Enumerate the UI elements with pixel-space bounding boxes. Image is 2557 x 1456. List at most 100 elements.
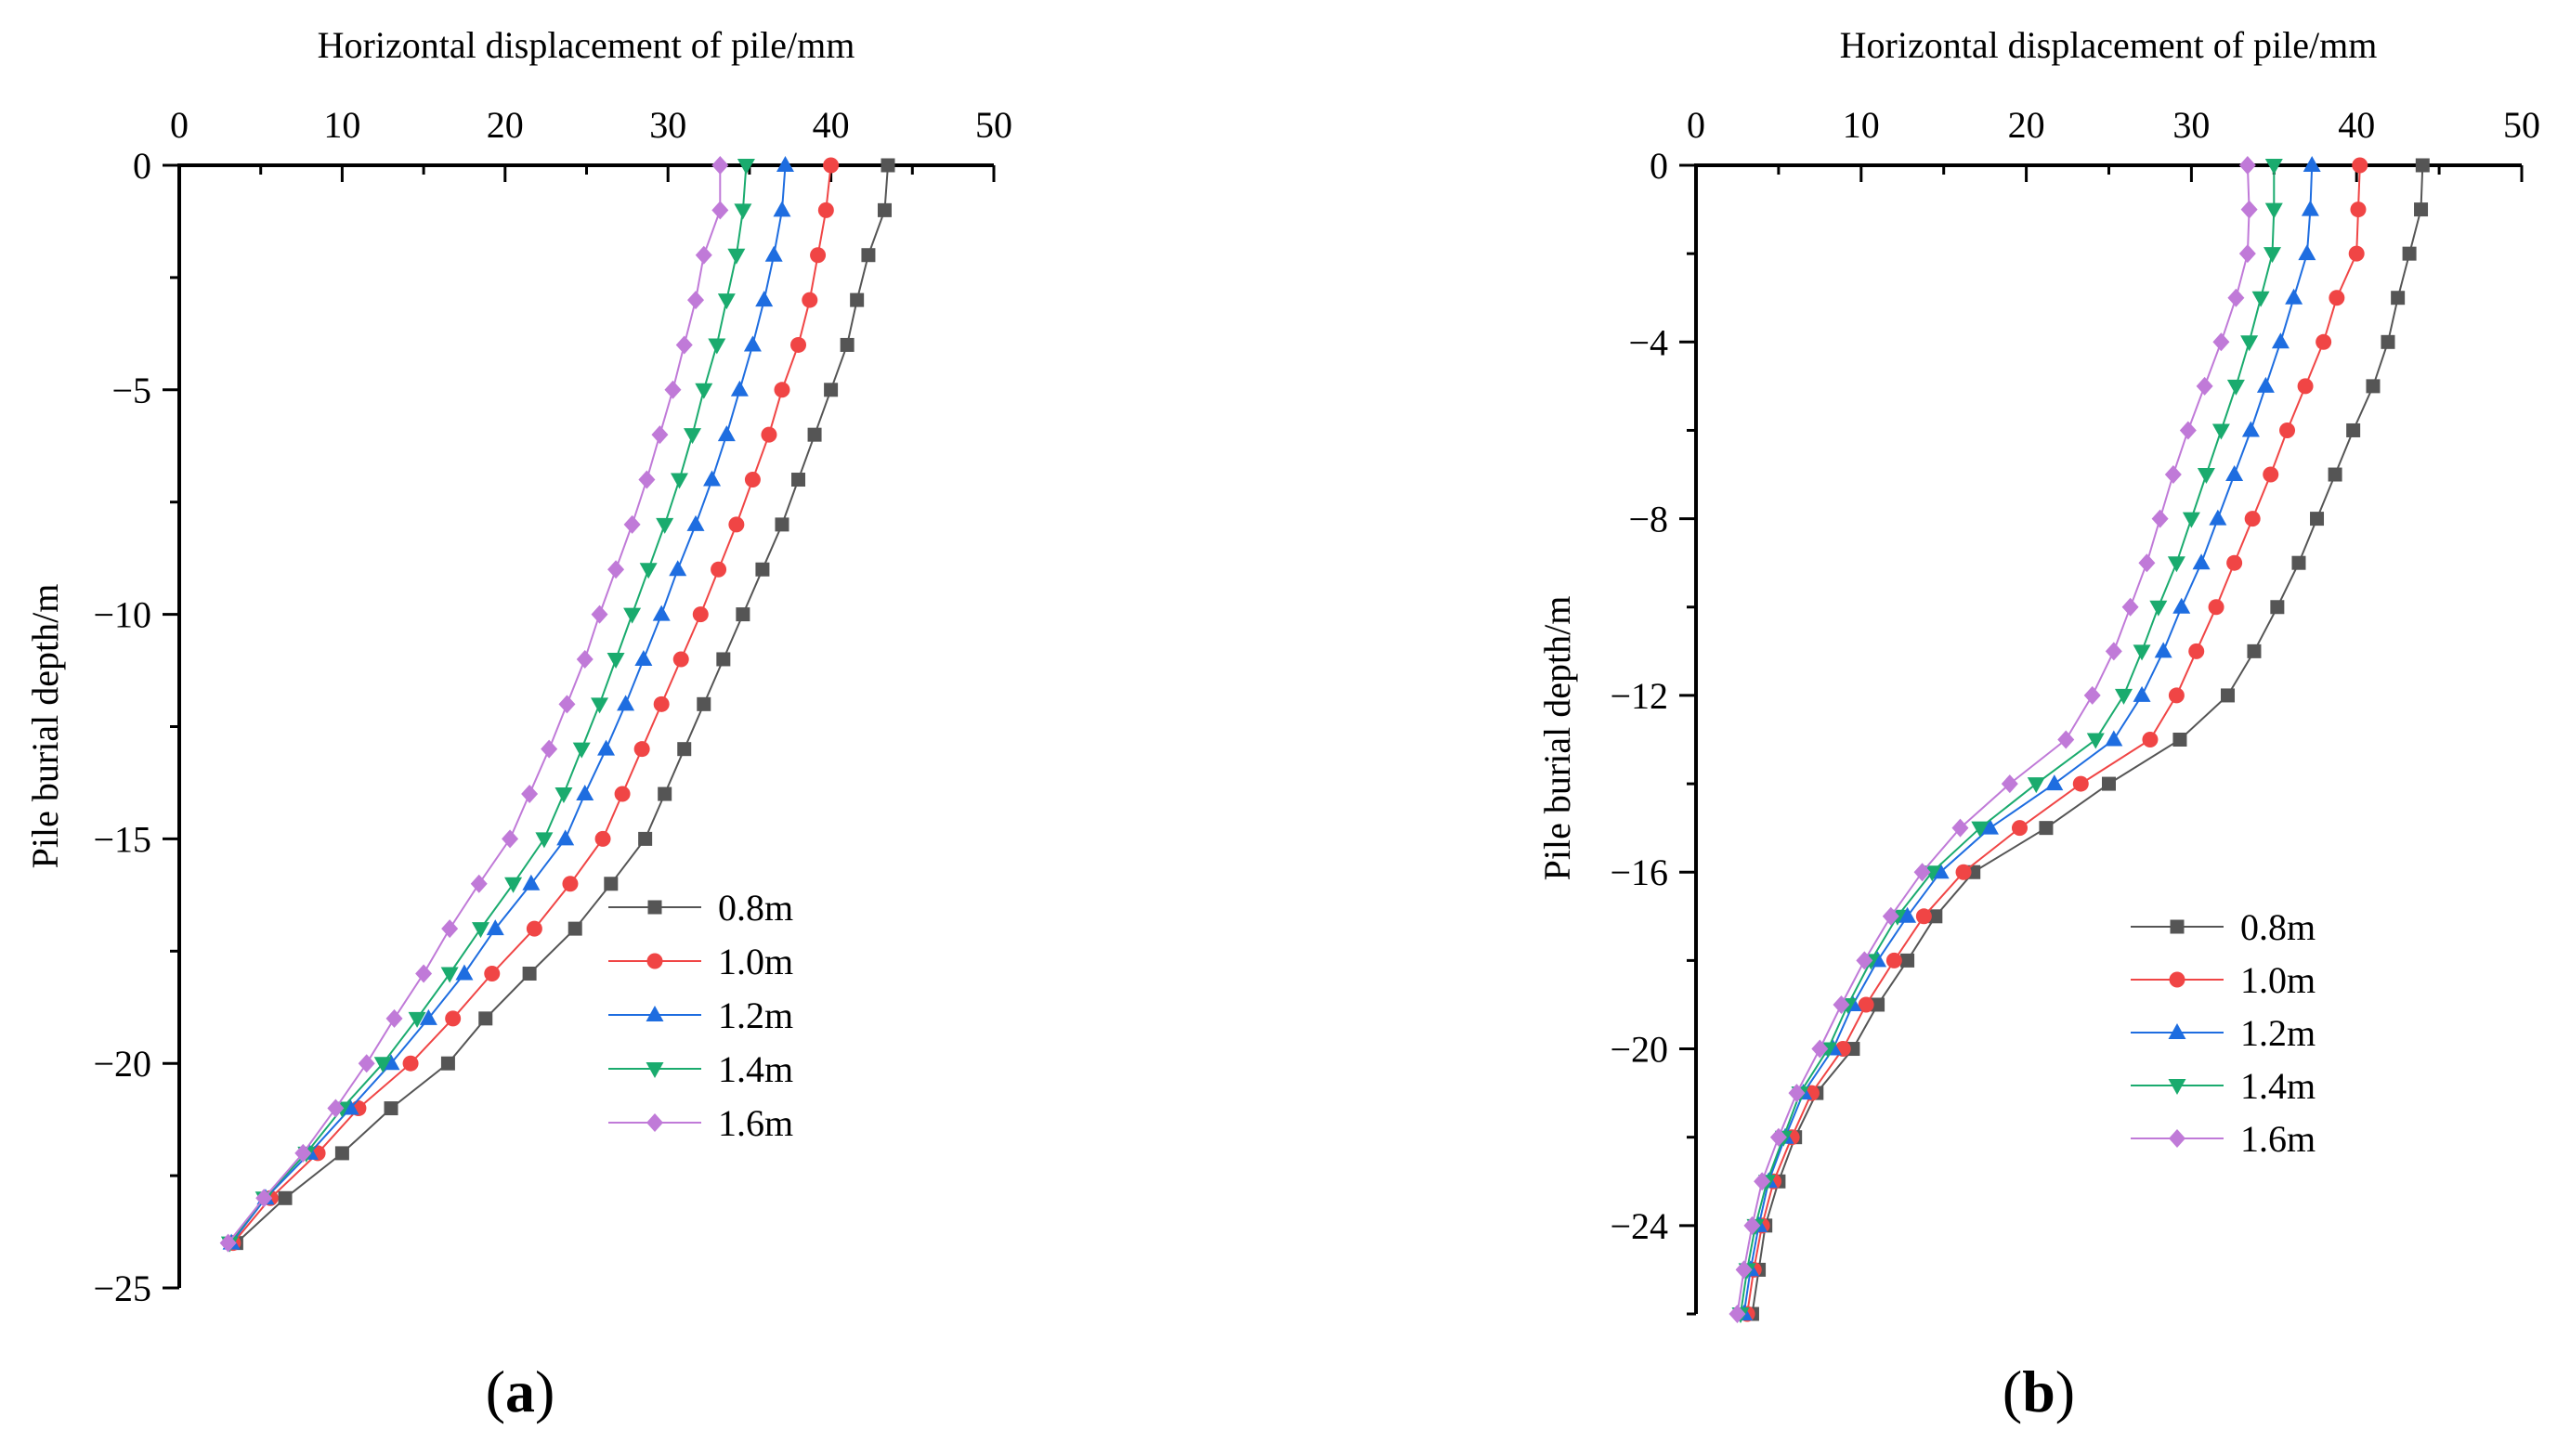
panel-label: (b)	[2003, 1358, 2075, 1424]
panel-label-letter: b	[2022, 1358, 2055, 1424]
legend-item: 1.0m	[608, 941, 793, 982]
marker-square	[840, 337, 855, 352]
marker-triangle-up	[2172, 597, 2191, 614]
marker-circle	[2011, 820, 2028, 837]
marker-square	[736, 607, 750, 622]
chart-panel-b: 0 10 20 30 40 50 0 −4 −8 −12 −16 −20 −24 Horizontal d…	[1536, 24, 2540, 1424]
marker-square	[478, 1011, 493, 1026]
panel-label: (a)	[486, 1358, 555, 1424]
legend-item: 1.6m	[2131, 1118, 2316, 1160]
x-axis-title: Horizontal displacement of pile/mm	[1840, 24, 2378, 66]
marker-diamond	[385, 1008, 403, 1028]
marker-diamond	[646, 1113, 663, 1132]
marker-triangle-down	[554, 787, 573, 804]
marker-square	[824, 383, 839, 397]
marker-diamond	[2238, 156, 2256, 175]
legend-label: 1.0m	[2240, 959, 2316, 1001]
marker-triangle-down	[734, 203, 752, 220]
marker-triangle-up	[2303, 156, 2321, 172]
marker-triangle-down	[2197, 468, 2215, 485]
marker-triangle-up	[1931, 863, 1950, 879]
marker-diamond	[502, 829, 519, 849]
marker-triangle-down	[695, 383, 713, 399]
marker-triangle-down	[670, 473, 688, 489]
panel-label-open: (	[2003, 1358, 2022, 1424]
marker-circle	[1915, 908, 1932, 925]
panel-label-letter: a	[505, 1358, 535, 1424]
marker-triangle-down	[2263, 247, 2282, 264]
marker-square	[2270, 600, 2285, 615]
marker-circle	[445, 1010, 462, 1027]
marker-circle	[2263, 466, 2279, 483]
marker-diamond	[1882, 906, 1899, 926]
marker-diamond	[651, 425, 669, 445]
marker-diamond	[441, 919, 459, 939]
marker-triangle-up	[686, 514, 705, 531]
marker-triangle-up	[717, 425, 736, 442]
legend-item: 1.6m	[608, 1102, 793, 1144]
marker-circle	[594, 830, 611, 847]
marker-triangle-up	[2192, 553, 2211, 570]
x-tick-label: 20	[2008, 104, 2045, 146]
marker-diamond	[1769, 1127, 1787, 1147]
marker-triangle-down	[656, 517, 674, 534]
marker-triangle-up	[764, 245, 783, 262]
marker-triangle-down	[708, 338, 726, 355]
marker-square	[2039, 821, 2054, 836]
x-axis-title: Horizontal displacement of pile/mm	[318, 24, 855, 66]
marker-circle	[744, 472, 761, 488]
marker-circle	[614, 786, 631, 802]
marker-triangle-up	[576, 785, 594, 801]
marker-diamond	[1913, 863, 1931, 882]
y-tick-label: −15	[93, 818, 151, 860]
marker-triangle-up	[486, 919, 504, 936]
marker-diamond	[1743, 1216, 1761, 1235]
marker-circle	[646, 953, 663, 969]
marker-triangle-up	[730, 380, 749, 396]
marker-triangle-up	[2168, 1023, 2186, 1039]
marker-triangle-up	[669, 560, 687, 577]
marker-triangle-up	[2241, 421, 2260, 437]
marker-circle	[774, 382, 790, 398]
marker-diamond	[1811, 1039, 1829, 1059]
x-tick-label: 40	[813, 104, 850, 146]
marker-circle	[2208, 599, 2224, 616]
marker-square	[2414, 202, 2429, 217]
marker-triangle-up	[2271, 332, 2290, 349]
series-1.6m	[219, 156, 729, 1253]
marker-square	[522, 966, 537, 981]
marker-triangle-up	[2209, 509, 2227, 526]
marker-circle	[2279, 422, 2296, 438]
marker-triangle-up	[652, 604, 671, 621]
marker-circle	[2142, 732, 2159, 748]
marker-diamond	[2179, 421, 2197, 440]
marker-circle	[1955, 864, 1972, 880]
marker-diamond	[541, 739, 558, 759]
marker-square	[850, 292, 865, 307]
marker-circle	[2352, 157, 2368, 174]
marker-square	[807, 427, 822, 442]
panel-label-open: (	[486, 1358, 505, 1424]
marker-triangle-up	[2301, 200, 2319, 216]
marker-diamond	[2212, 332, 2230, 352]
marker-triangle-down	[440, 967, 459, 983]
marker-diamond	[1951, 818, 1969, 838]
marker-triangle-down	[2115, 688, 2133, 705]
marker-diamond	[415, 964, 433, 983]
marker-square	[2172, 733, 2187, 747]
marker-triangle-down	[471, 922, 489, 939]
marker-square	[2328, 467, 2342, 482]
marker-circle	[2316, 333, 2332, 350]
legend-label: 1.2m	[718, 994, 793, 1036]
marker-square	[2170, 919, 2185, 934]
marker-diamond	[470, 874, 488, 893]
marker-triangle-down	[639, 563, 658, 579]
marker-circle	[692, 606, 709, 623]
marker-circle	[633, 741, 650, 758]
marker-triangle-down	[2211, 423, 2230, 440]
marker-square	[2291, 555, 2306, 570]
marker-triangle-down	[2133, 644, 2151, 661]
legend-label: 1.4m	[2240, 1065, 2316, 1107]
marker-square	[2221, 688, 2236, 703]
marker-circle	[526, 920, 542, 937]
